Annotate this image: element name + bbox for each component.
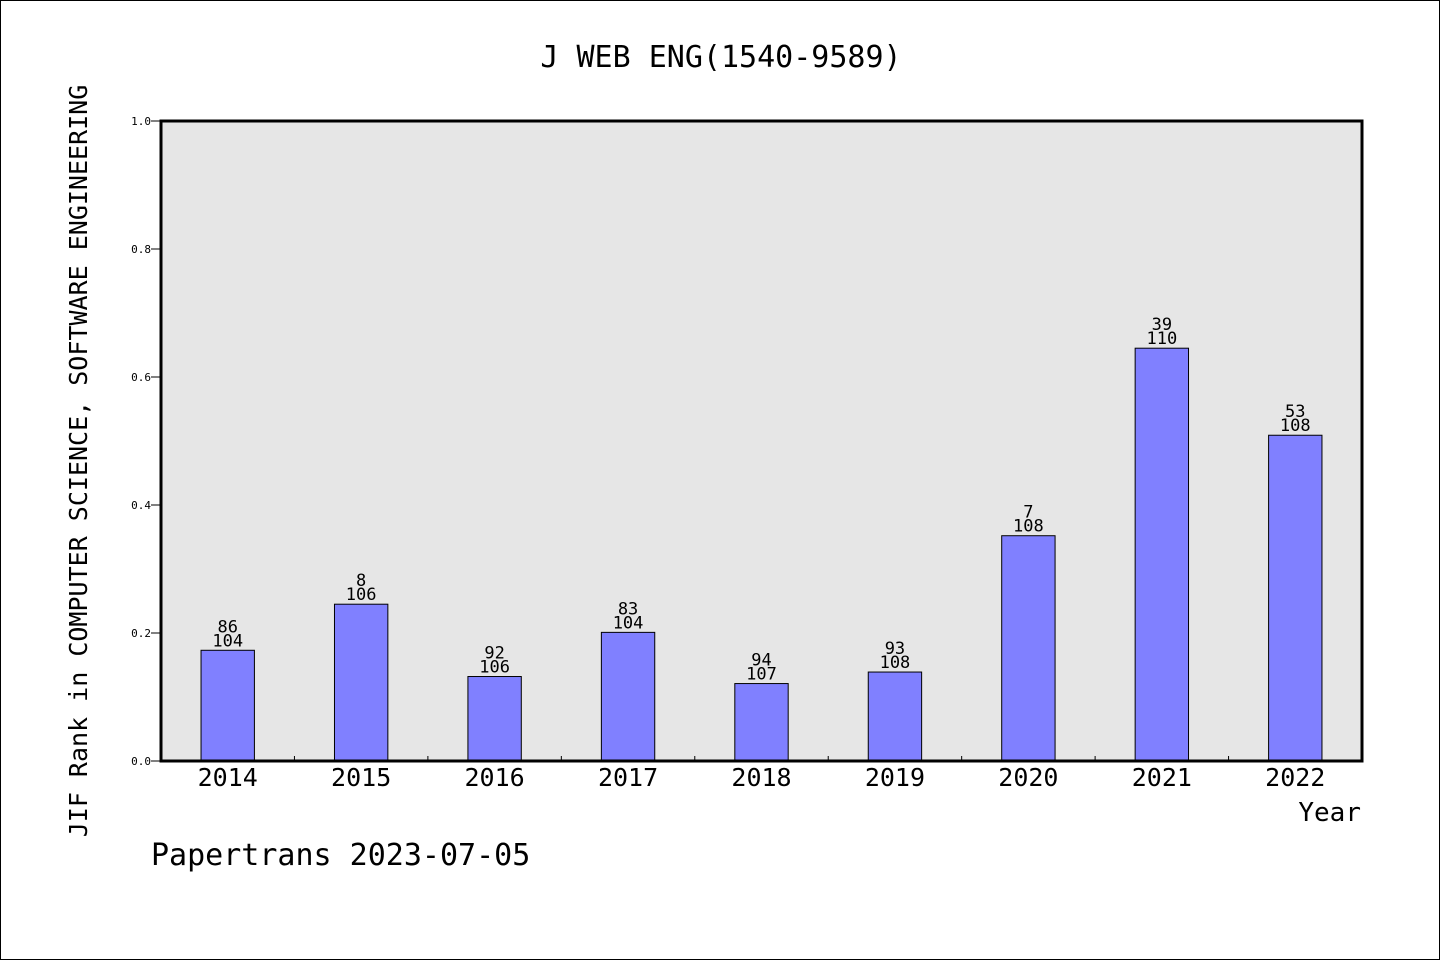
y-tick-label: 0.8	[131, 243, 151, 256]
y-axis: 0.0 0.2 0.4 0.6 0.8 1.0	[131, 115, 161, 768]
bar-rank-label: 39	[1152, 315, 1172, 335]
x-tick-label: 2014	[198, 763, 258, 792]
plot-border	[159, 119, 1364, 763]
bar-total-label: 110	[1146, 329, 1177, 349]
y-axis-label: JIF Rank in COMPUTER SCIENCE, SOFTWARE E…	[64, 85, 93, 838]
bar	[867, 671, 923, 762]
bar-total-label: 104	[613, 613, 644, 633]
x-tick-label: 2017	[598, 763, 658, 792]
bar-total-label: 106	[346, 585, 377, 605]
y-tick-label: 1.0	[131, 115, 151, 128]
y-tick-label: 0.0	[131, 755, 151, 768]
x-tick-label: 2015	[331, 763, 391, 792]
bar-rank-label: 83	[618, 599, 638, 619]
y-tick-label: 0.4	[131, 499, 151, 512]
bar	[1134, 347, 1190, 762]
x-axis: 2014 2015 2016 2017 2018 2019 2020 2021 2022	[198, 756, 1325, 792]
y-tick-label: 0.6	[131, 371, 151, 384]
bar-total-label: 108	[1280, 416, 1311, 436]
bar-series: 8610481069210683104941079310871083911053…	[200, 315, 1323, 762]
bar	[1001, 535, 1056, 762]
bar-total-label: 107	[746, 665, 777, 685]
x-tick-label: 2018	[731, 763, 791, 792]
y-tick-label: 0.2	[131, 627, 151, 640]
bar	[1268, 434, 1323, 762]
bar-rank-label: 93	[885, 639, 905, 659]
chart-title: J WEB ENG(1540-9589)	[540, 40, 901, 75]
bar	[200, 649, 255, 762]
bar-rank-label: 8	[356, 571, 366, 591]
x-tick-label: 2020	[998, 763, 1058, 792]
bar	[734, 683, 789, 762]
bar-total-label: 108	[880, 653, 911, 673]
x-tick-label: 2022	[1265, 763, 1325, 792]
bar-rank-label: 86	[217, 617, 237, 637]
bar	[600, 631, 656, 762]
bar-total-label: 104	[212, 631, 243, 651]
bar-rank-label: 92	[484, 644, 504, 664]
bar-rank-label: 94	[751, 651, 771, 671]
x-tick-label: 2019	[865, 763, 925, 792]
footer-credit: Papertrans 2023-07-05	[151, 838, 530, 873]
bar	[333, 603, 389, 762]
bar-rank-label: 53	[1285, 402, 1305, 422]
x-tick-label: 2016	[465, 763, 525, 792]
x-axis-label: Year	[1298, 798, 1361, 828]
bar-total-label: 108	[1013, 517, 1044, 537]
bar	[467, 676, 522, 762]
x-tick-label: 2021	[1132, 763, 1192, 792]
bar-rank-label: 7	[1023, 503, 1033, 523]
bar-total-label: 106	[479, 658, 510, 678]
